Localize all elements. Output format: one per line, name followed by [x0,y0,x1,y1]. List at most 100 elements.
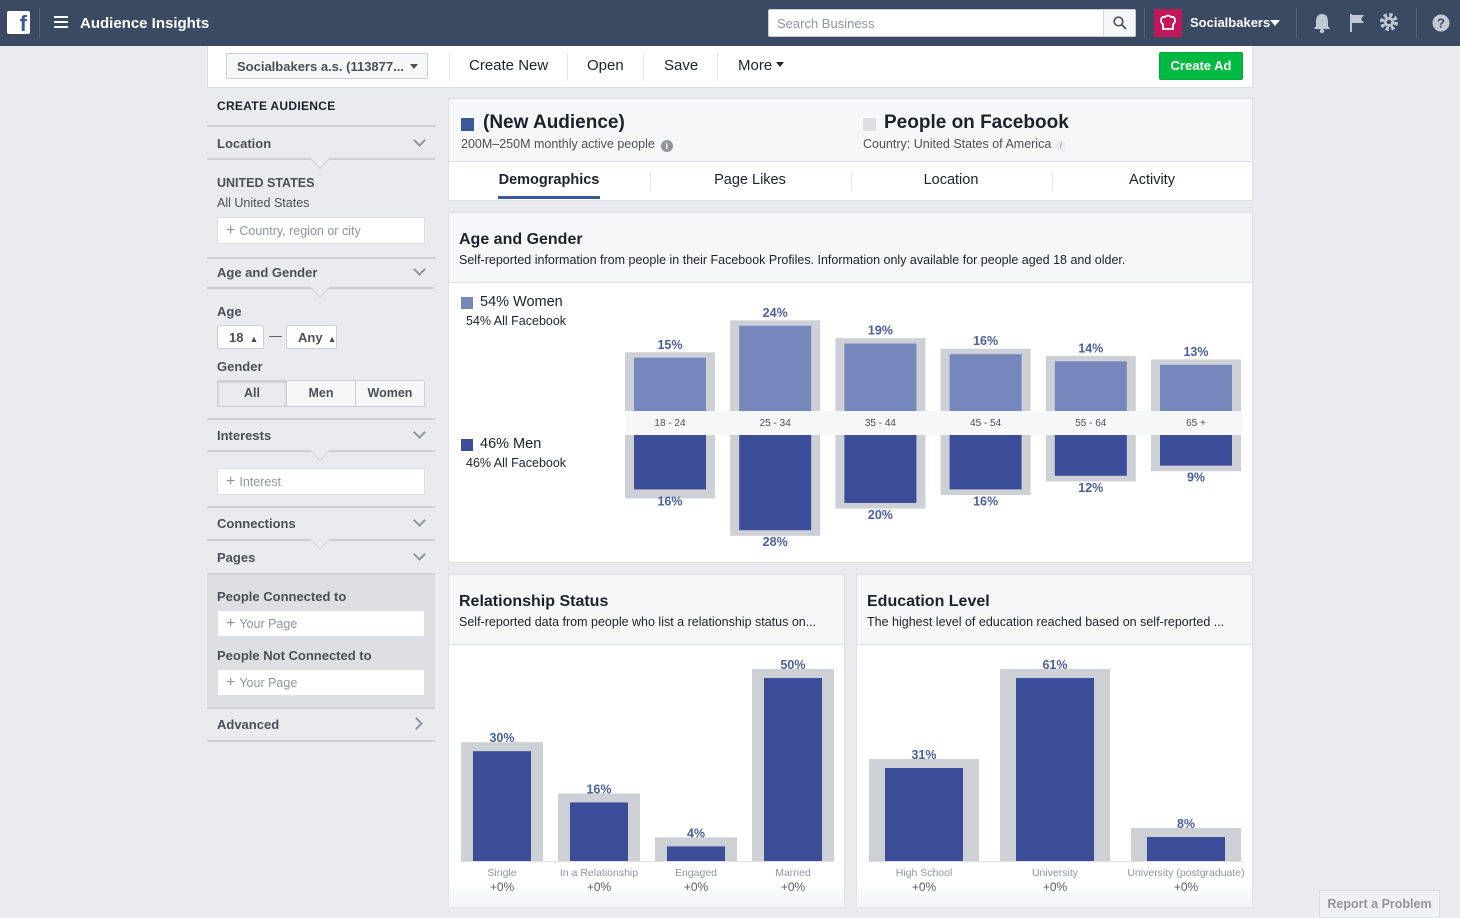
location-header[interactable]: Location [217,136,272,151]
audience-bar [473,751,531,861]
divider [1416,8,1417,38]
divider [207,573,435,575]
report-problem-button[interactable]: Report a Problem [1319,890,1440,918]
men-bar [1160,435,1232,466]
location-placeholder: Country, region or city [239,224,361,238]
age-from-select[interactable]: 18 ▲︎ [217,325,264,349]
women-value-label: 24% [763,306,788,320]
account-label: Socialbakers a.s. (113877... [237,59,404,74]
info-icon[interactable]: i [1055,140,1067,151]
bell-icon[interactable] [1312,12,1332,34]
svg-text:?: ? [1437,16,1445,31]
tab-page-likes[interactable]: Page Likes [714,172,786,188]
women-bar [949,354,1022,411]
comparison-label: +0% [684,880,709,894]
selected-country-sub: All United States [217,196,310,210]
audience-compare-header: (New Audience) 200M–250M monthly active … [449,99,1252,162]
bar-value-label: 50% [780,658,805,672]
people-not-connected-label: People Not Connected to [217,648,372,663]
brand-logo-icon [1160,14,1176,30]
search-button[interactable] [1103,10,1135,36]
section-notch [310,278,330,298]
gender-label: Gender [217,359,263,374]
men-all-facebook: 46% All Facebook [466,456,567,470]
save-button[interactable]: Save [664,57,699,74]
people-connected-label: People Connected to [217,589,347,604]
audience-color-swatch [461,118,474,131]
audience-bar [885,768,963,861]
plus-icon: + [226,674,236,691]
brand-avatar[interactable] [1154,9,1182,37]
people-not-connected-placeholder: Your Page [239,676,298,690]
menu-icon[interactable] [54,16,68,28]
people-not-connected-input[interactable]: + Your Page [217,669,425,696]
gender-all-button[interactable]: All [218,381,286,406]
tab-location[interactable]: Location [923,172,979,188]
divider [1144,8,1145,38]
gender-men-button[interactable]: Men [286,381,355,406]
toolbar: Socialbakers a.s. (113877... Create New … [207,46,1253,88]
connections-header[interactable]: Connections [217,516,296,531]
facebook-logo-icon[interactable]: f [7,11,30,34]
comparison-label: +0% [1043,880,1068,894]
comparison-label: +0% [587,880,612,894]
chevron-down-icon[interactable] [413,134,426,147]
location-input[interactable]: + Country, region or city [217,217,425,244]
chevron-down-icon [410,64,418,69]
audience-bar [764,678,822,861]
men-value-label: 16% [657,494,682,508]
chevron-down-icon[interactable] [413,548,426,561]
people-connected-input[interactable]: + Your Page [217,610,425,637]
divider [207,506,435,508]
men-bar [634,435,706,490]
section-notch [310,530,330,550]
info-icon[interactable]: i [660,140,673,152]
account-select[interactable]: Socialbakers a.s. (113877... [226,53,428,79]
men-bar [949,435,1022,490]
more-label: More [738,57,773,74]
age-range-dash: — [269,328,282,343]
search-icon [1113,16,1127,30]
age-gender-panel: Age and Gender Self-reported information… [448,212,1253,563]
gender-women-button[interactable]: Women [355,381,424,406]
search-input[interactable] [769,10,1099,36]
panel-description: Self-reported data from people who list … [459,615,817,629]
tab-activity[interactable]: Activity [1129,172,1175,188]
interest-input[interactable]: + Interest [217,468,425,495]
age-to-select[interactable]: Any ▲︎ [286,325,337,349]
age-tick-label: 18 - 24 [654,418,686,429]
divider [650,171,651,191]
divider [717,53,718,81]
open-button[interactable]: Open [587,57,624,74]
section-notch [310,149,330,169]
panel-header: Relationship Status Self-reported data f… [449,575,844,645]
sidebar-title: CREATE AUDIENCE [217,99,336,113]
panel-title: Education Level [867,593,990,610]
divider [449,53,450,81]
create-ad-button[interactable]: Create Ad [1159,52,1243,80]
create-new-button[interactable]: Create New [469,57,549,74]
plus-icon: + [226,473,236,490]
brand-name[interactable]: Socialbakers [1190,15,1271,30]
chevron-right-icon[interactable] [410,717,423,730]
advanced-header[interactable]: Advanced [217,717,280,732]
women-all-facebook: 54% All Facebook [466,314,567,328]
age-tick-label: 45 - 54 [970,418,1002,429]
chevron-down-icon[interactable] [413,426,426,439]
men-value-label: 16% [973,494,998,508]
chevron-down-icon[interactable] [413,514,426,527]
updown-icon: ▲︎ [249,334,259,344]
interests-header[interactable]: Interests [217,428,272,443]
pages-header[interactable]: Pages [217,550,256,565]
gear-icon[interactable] [1378,11,1400,33]
tab-demographics[interactable]: Demographics [498,172,600,188]
more-button[interactable]: More [738,57,785,74]
chevron-down-icon[interactable] [413,263,426,276]
app-title[interactable]: Audience Insights [80,15,210,32]
women-value-label: 15% [657,338,682,352]
flag-icon[interactable] [1347,12,1367,34]
divider [1296,8,1297,38]
help-icon[interactable]: ? [1432,14,1450,32]
age-gender-header[interactable]: Age and Gender [217,265,318,280]
chevron-down-icon[interactable] [1270,20,1280,26]
